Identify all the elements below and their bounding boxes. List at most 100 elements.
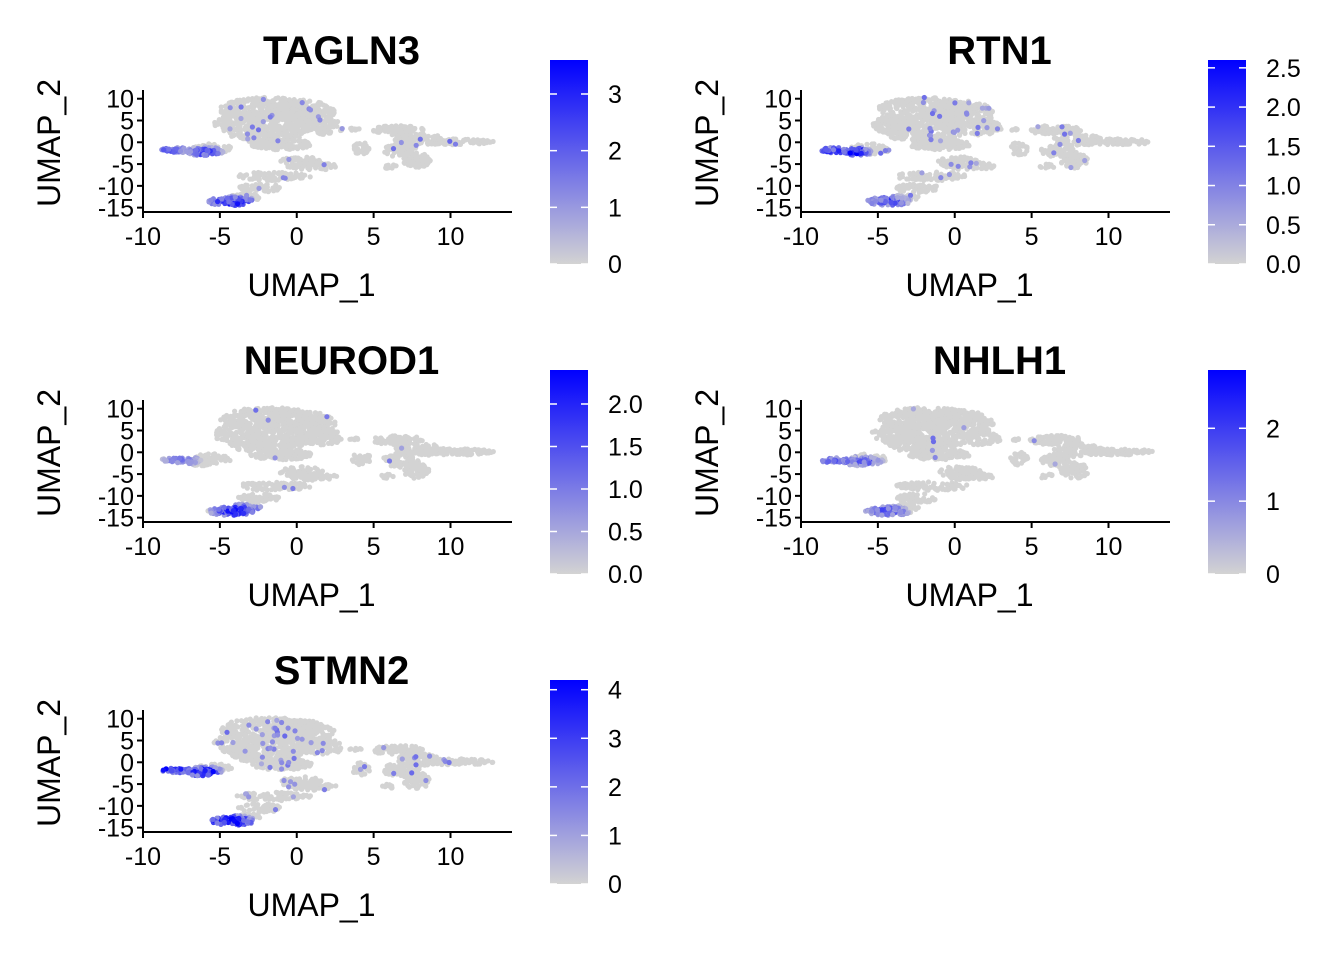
cell-point <box>913 132 919 138</box>
cell-point <box>327 130 333 136</box>
cell-point <box>405 152 411 158</box>
cell-point <box>955 163 961 169</box>
cell-point <box>355 147 361 153</box>
cell-point <box>906 126 912 132</box>
cell-point <box>248 186 254 192</box>
cell-point <box>267 114 273 120</box>
cell-point <box>304 111 310 117</box>
cell-point <box>882 148 888 154</box>
cell-point <box>937 113 943 119</box>
cell-point <box>1123 137 1129 143</box>
cell-point <box>919 170 925 176</box>
cell-point <box>268 421 274 427</box>
cell-point <box>282 130 288 136</box>
cell-point <box>208 197 214 203</box>
cell-point <box>1036 128 1042 135</box>
cell-point <box>975 112 981 118</box>
cell-point <box>912 98 918 104</box>
cell-point <box>933 125 939 131</box>
cell-point <box>937 138 944 144</box>
legend-label: 1 <box>608 194 622 222</box>
cell-point <box>295 155 301 161</box>
cell-point <box>276 417 282 423</box>
cell-point <box>917 140 923 146</box>
unexpressed-cells <box>849 95 1151 202</box>
cell-point <box>249 445 255 451</box>
cell-point <box>266 428 272 434</box>
cell-point <box>214 430 220 436</box>
cell-point <box>899 115 905 121</box>
panel-rtn1: RTN1-10 -5 0 5 10-15-10-50510UMAP_1UMAP_20.0… <box>689 29 1301 303</box>
cell-point <box>885 131 891 137</box>
cell-point <box>247 435 253 441</box>
cell-point <box>303 139 309 145</box>
cell-point <box>264 101 270 107</box>
cell-point <box>246 118 252 124</box>
cell-point <box>1023 144 1029 150</box>
cell-point <box>965 104 971 110</box>
cell-point <box>278 158 284 164</box>
cell-point <box>317 117 323 123</box>
cell-point <box>473 139 479 145</box>
cell-point <box>922 114 928 121</box>
cell-point <box>243 186 249 192</box>
cell-point <box>279 439 285 445</box>
cell-point <box>956 112 962 118</box>
cell-point <box>905 200 911 206</box>
cell-point <box>319 417 325 423</box>
cell-point <box>878 150 884 156</box>
cell-point <box>245 105 251 111</box>
cell-point <box>973 160 979 166</box>
legend-label: 1.0 <box>1266 173 1301 201</box>
cell-point <box>413 142 419 148</box>
cell-point <box>1057 141 1063 147</box>
cell-point <box>447 138 453 144</box>
umap-points <box>159 94 496 208</box>
y-tick-label: 10 <box>106 86 134 114</box>
cell-point <box>924 188 931 194</box>
cell-point <box>283 107 290 113</box>
cell-point <box>888 200 894 206</box>
umap-points <box>819 94 1151 208</box>
cell-point <box>290 137 296 143</box>
cell-point <box>292 421 298 427</box>
cell-point <box>280 175 286 181</box>
cell-point <box>895 195 901 201</box>
cell-point <box>898 200 904 206</box>
cell-point <box>1017 142 1023 148</box>
cell-point <box>940 131 946 137</box>
cell-point <box>967 123 973 130</box>
cell-point <box>237 412 244 418</box>
cell-point <box>981 118 987 124</box>
cell-point <box>240 175 246 181</box>
cell-point <box>956 145 962 151</box>
cell-point <box>958 154 964 160</box>
cell-point <box>248 452 254 458</box>
cell-point <box>938 175 944 181</box>
cell-point <box>255 428 261 434</box>
panel-tagln3: TAGLN3-10 -5 0 5 10-15-10-50510UMAP_1UMAP_20… <box>31 29 622 303</box>
x-tick-label: 10 <box>1095 223 1123 251</box>
cell-point <box>238 115 244 122</box>
cell-point <box>307 409 313 415</box>
cell-point <box>927 125 933 132</box>
y-axis-label: UMAP_2 <box>31 79 67 207</box>
cell-point <box>178 148 184 154</box>
cell-point <box>285 417 291 423</box>
cell-point <box>326 434 332 440</box>
cell-point <box>985 110 991 116</box>
cell-point <box>234 126 240 132</box>
cell-point <box>233 437 239 443</box>
cell-point <box>249 98 256 104</box>
cell-point <box>265 189 271 195</box>
cell-point <box>262 171 268 177</box>
cell-point <box>241 406 247 412</box>
cell-point <box>966 100 972 106</box>
cell-point <box>237 184 243 190</box>
cell-point <box>283 124 289 130</box>
cell-point <box>907 181 913 188</box>
cell-point <box>300 122 306 128</box>
cell-point <box>255 127 262 133</box>
cell-point <box>304 439 310 446</box>
